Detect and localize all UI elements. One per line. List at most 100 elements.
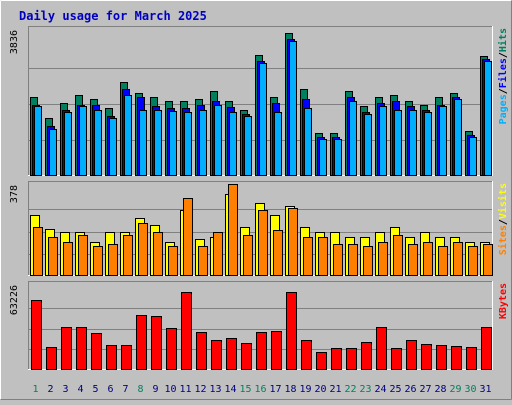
x-tick-label: 9 (152, 384, 158, 395)
bar-pages-day-6 (109, 118, 117, 176)
bar-kbytes-day-10 (166, 328, 177, 370)
bar-sites-day-25 (393, 235, 403, 276)
bar-kbytes-day-14 (226, 338, 237, 370)
bar-kbytes-day-17 (271, 331, 282, 370)
x-tick-label: 16 (254, 384, 266, 395)
legend-entry: KBytes (498, 283, 509, 319)
legend-entry: Files (497, 58, 509, 88)
x-tick-label: 14 (224, 384, 236, 395)
legend-entry: Pages (498, 94, 509, 124)
bar-sites-day-6 (108, 244, 118, 276)
bar-kbytes-day-5 (91, 333, 102, 370)
legend-middle: Sites/Visits (497, 183, 509, 255)
legend-bottom: KBytes (498, 283, 509, 319)
x-tick-label: 12 (194, 384, 206, 395)
bar-pages-day-11 (184, 112, 192, 176)
bar-sites-day-12 (198, 246, 208, 276)
bar-pages-day-21 (334, 139, 342, 176)
panel-top: 3836 Pages/Files/Hits (9, 26, 509, 176)
bar-pages-day-30 (469, 137, 477, 176)
bar-sites-day-24 (378, 242, 388, 276)
x-tick-label: 21 (329, 384, 341, 395)
x-tick-label: 7 (122, 384, 128, 395)
bar-sites-day-4 (78, 235, 88, 276)
bar-kbytes-day-4 (76, 327, 87, 370)
panel-bottom: 63226 KBytes (9, 281, 509, 370)
x-tick-label: 13 (209, 384, 221, 395)
x-tick-label: 31 (479, 384, 491, 395)
x-tick-label: 3 (62, 384, 68, 395)
bar-pages-day-12 (199, 110, 207, 176)
bar-pages-day-15 (244, 116, 252, 176)
bar-pages-day-1 (34, 106, 42, 176)
bar-kbytes-day-18 (286, 292, 297, 370)
bar-pages-day-10 (169, 111, 177, 176)
bar-pages-day-24 (379, 106, 387, 176)
x-tick-label: 6 (107, 384, 113, 395)
x-tick-label: 19 (299, 384, 311, 395)
bar-pages-day-9 (154, 110, 162, 176)
bar-sites-day-26 (408, 244, 418, 276)
bar-sites-day-16 (258, 210, 268, 276)
x-tick-label: 28 (434, 384, 446, 395)
bar-pages-day-20 (319, 139, 327, 176)
bar-pages-day-31 (484, 61, 492, 176)
y-max-label-bottom: 63226 (9, 285, 20, 315)
bar-sites-day-1 (33, 227, 43, 276)
bar-kbytes-day-15 (241, 343, 252, 370)
x-tick-label: 8 (137, 384, 143, 395)
bar-kbytes-day-1 (31, 300, 42, 370)
legend-entry: Sites (497, 225, 509, 255)
bar-sites-day-9 (153, 232, 163, 276)
bar-kbytes-day-31 (481, 327, 492, 370)
bar-sites-day-10 (168, 246, 178, 276)
bar-pages-day-5 (94, 110, 102, 176)
bar-kbytes-day-2 (46, 347, 57, 370)
x-tick-label: 29 (449, 384, 461, 395)
bar-sites-day-18 (288, 208, 298, 276)
bar-sites-day-14 (228, 184, 238, 276)
bar-kbytes-day-3 (61, 327, 72, 370)
bar-sites-day-20 (318, 237, 328, 276)
legend-top: Pages/Files/Hits (497, 28, 509, 124)
x-tick-label: 15 (239, 384, 251, 395)
bar-pages-day-17 (274, 112, 282, 176)
x-tick-label: 26 (404, 384, 416, 395)
y-max-label-top: 3836 (9, 30, 20, 54)
x-tick-label: 30 (464, 384, 476, 395)
bar-sites-day-8 (138, 223, 148, 276)
bar-kbytes-day-8 (136, 315, 147, 370)
bar-pages-day-3 (64, 112, 72, 176)
bar-pages-day-22 (349, 101, 357, 176)
x-tick-label: 25 (389, 384, 401, 395)
bar-kbytes-day-9 (151, 316, 162, 370)
bar-pages-day-4 (79, 106, 87, 176)
bar-sites-day-7 (123, 235, 133, 276)
bar-sites-day-23 (363, 246, 373, 276)
bar-pages-day-23 (364, 114, 372, 176)
x-tick-label: 5 (92, 384, 98, 395)
x-tick-label: 2 (47, 384, 53, 395)
bar-kbytes-day-21 (331, 348, 342, 370)
legend-entry: / (498, 88, 509, 94)
legend-entry: / (498, 52, 509, 58)
bar-kbytes-day-27 (421, 344, 432, 370)
bar-kbytes-day-11 (181, 292, 192, 370)
bar-sites-day-15 (243, 235, 253, 276)
x-tick-label: 20 (314, 384, 326, 395)
bar-pages-day-2 (49, 129, 57, 176)
bar-pages-day-18 (289, 41, 297, 176)
x-tick-label: 18 (284, 384, 296, 395)
bar-sites-day-30 (468, 246, 478, 276)
bar-pages-day-19 (304, 108, 312, 176)
bar-kbytes-day-16 (256, 332, 267, 370)
bar-sites-day-21 (333, 244, 343, 276)
x-tick-label: 4 (77, 384, 83, 395)
x-tick-label: 27 (419, 384, 431, 395)
bar-sites-day-13 (213, 232, 223, 276)
y-max-label-middle: 378 (9, 185, 20, 203)
bar-pages-day-26 (409, 110, 417, 176)
x-tick-label: 10 (164, 384, 176, 395)
x-tick-label: 23 (359, 384, 371, 395)
bar-sites-day-17 (273, 230, 283, 276)
